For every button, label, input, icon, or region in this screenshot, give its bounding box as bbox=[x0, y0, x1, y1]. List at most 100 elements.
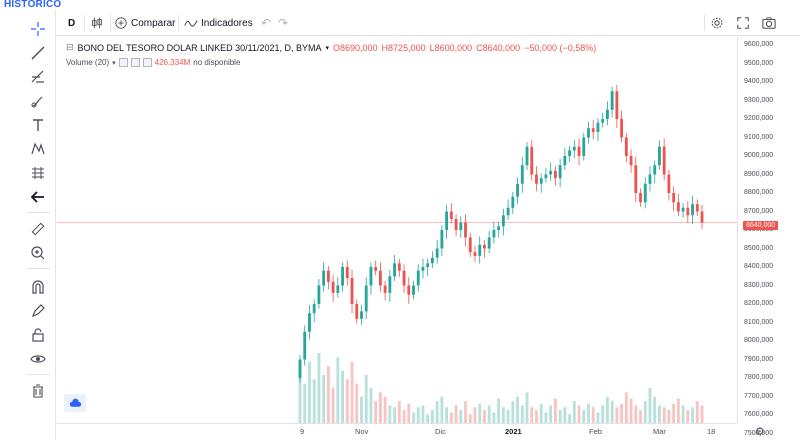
arrow-left-icon[interactable] bbox=[26, 186, 50, 208]
volume-bar bbox=[378, 392, 382, 423]
candle-body bbox=[700, 211, 704, 223]
candle-body bbox=[639, 193, 642, 203]
volume-label[interactable]: Volume (20) bbox=[66, 58, 110, 67]
volume-bar bbox=[497, 398, 501, 423]
price-axis[interactable]: 9600,000 9500,000 9400,000 9300,000 9200,000… bbox=[737, 37, 800, 437]
volume-bar bbox=[563, 407, 567, 423]
eye-toggle-icon[interactable] bbox=[118, 58, 128, 67]
volume-bar bbox=[312, 379, 316, 423]
price-tick-label: 7500,000 bbox=[744, 429, 774, 437]
volume-bar bbox=[374, 401, 378, 423]
volume-bar bbox=[435, 401, 439, 423]
candle-body bbox=[520, 165, 524, 184]
fib-tools-icon[interactable] bbox=[26, 66, 50, 88]
forecast-icon[interactable] bbox=[26, 162, 50, 184]
candle-body bbox=[672, 193, 676, 203]
redo-icon[interactable]: ↷ bbox=[278, 16, 289, 30]
volume-bar bbox=[501, 407, 505, 423]
pattern-icon[interactable] bbox=[26, 138, 50, 160]
candle-body bbox=[492, 230, 496, 238]
price-tick-label: 7700,000 bbox=[744, 392, 774, 400]
candle-body bbox=[355, 304, 359, 319]
compare-button[interactable]: Comparar bbox=[114, 13, 175, 33]
volume-bar bbox=[426, 414, 430, 423]
volume-bar bbox=[568, 414, 571, 423]
volume-bar bbox=[544, 412, 548, 423]
price-tick-label: 8000,000 bbox=[744, 337, 774, 344]
candle-body bbox=[383, 285, 387, 293]
camera-icon[interactable] bbox=[762, 13, 776, 33]
volume-bar bbox=[549, 405, 553, 423]
text-tool-icon[interactable] bbox=[26, 114, 50, 136]
candle-body bbox=[667, 174, 671, 193]
candles-icon[interactable] bbox=[90, 13, 104, 33]
volume-bar bbox=[468, 414, 472, 423]
chevron-down-icon[interactable]: ▾ bbox=[112, 59, 116, 67]
candle-body bbox=[378, 270, 382, 286]
collapse-icon[interactable]: ⊟ bbox=[66, 42, 74, 52]
candle-body bbox=[487, 237, 491, 249]
volume-bar bbox=[520, 405, 524, 423]
fullscreen-icon[interactable] bbox=[736, 13, 750, 33]
price-tick-label: 7900,000 bbox=[744, 355, 774, 363]
cloud-save-icon[interactable] bbox=[64, 394, 86, 412]
volume-bar bbox=[440, 396, 444, 423]
magnet-icon[interactable] bbox=[26, 276, 50, 298]
volume-bar bbox=[624, 392, 628, 423]
candle-body bbox=[506, 207, 510, 216]
price-tick-label: 8700,000 bbox=[744, 207, 774, 215]
volume-bar bbox=[530, 407, 534, 423]
candle-body bbox=[643, 183, 647, 203]
draw-mode-icon[interactable] bbox=[26, 300, 50, 322]
eye-icon[interactable] bbox=[26, 348, 50, 370]
volume-bar bbox=[591, 407, 595, 423]
candle-body bbox=[610, 91, 614, 110]
ruler-icon[interactable] bbox=[26, 218, 50, 240]
time-axis[interactable]: 9 Nov Dic 2021 Feb Mar 18 bbox=[57, 423, 737, 440]
price-tick-label: 7600,000 bbox=[744, 411, 774, 418]
candle-body bbox=[662, 146, 666, 175]
price-tick-label: 9500,000 bbox=[744, 59, 774, 67]
zoom-in-icon[interactable] bbox=[26, 242, 50, 264]
volume-bar bbox=[393, 407, 397, 423]
candle-body bbox=[397, 263, 401, 271]
candle-body bbox=[322, 270, 326, 286]
crosshair-icon[interactable] bbox=[26, 18, 50, 40]
trash-icon[interactable] bbox=[26, 380, 50, 402]
volume-bar bbox=[397, 401, 401, 423]
settings-icon[interactable] bbox=[130, 58, 140, 67]
symbol-title[interactable]: BONO DEL TESORO DOLAR LINKED 30/11/2021,… bbox=[77, 42, 322, 53]
interval-button[interactable]: D bbox=[68, 17, 76, 29]
ohlc-low: L8600,000 bbox=[429, 42, 473, 53]
axis-settings-icon[interactable]: ⚙ bbox=[755, 425, 765, 438]
volume-bar bbox=[303, 383, 307, 423]
candle-body bbox=[464, 222, 467, 238]
volume-bar bbox=[525, 392, 529, 423]
lock-icon[interactable] bbox=[26, 324, 50, 346]
volume-bar bbox=[412, 412, 415, 423]
candle-body bbox=[374, 267, 378, 271]
volume-bar bbox=[691, 407, 694, 423]
current-price-tag: 8640,000 bbox=[743, 221, 779, 230]
time-tick-label: 9 bbox=[300, 427, 305, 436]
time-tick-label: Dic bbox=[435, 427, 446, 436]
chevron-down-icon[interactable]: ▾ bbox=[325, 44, 329, 52]
price-chart[interactable] bbox=[57, 37, 737, 423]
time-tick-label: 18 bbox=[707, 427, 716, 436]
time-tick-label: Mar bbox=[653, 427, 666, 436]
undo-icon[interactable]: ↶ bbox=[261, 16, 272, 30]
volume-bar bbox=[535, 409, 538, 423]
volume-bar bbox=[383, 396, 387, 423]
candle-body bbox=[412, 285, 415, 295]
volume-bar bbox=[326, 366, 330, 423]
volume-bar bbox=[629, 398, 633, 423]
settings-gear-icon[interactable] bbox=[710, 13, 724, 33]
candle-body bbox=[421, 267, 425, 271]
close-icon[interactable] bbox=[142, 58, 152, 67]
volume-bar bbox=[681, 405, 685, 423]
trend-line-icon[interactable] bbox=[26, 42, 50, 64]
brush-icon[interactable] bbox=[26, 90, 50, 112]
volume-bar bbox=[539, 403, 543, 423]
candle-body bbox=[653, 165, 657, 175]
indicators-button[interactable]: Indicadores bbox=[184, 13, 253, 33]
